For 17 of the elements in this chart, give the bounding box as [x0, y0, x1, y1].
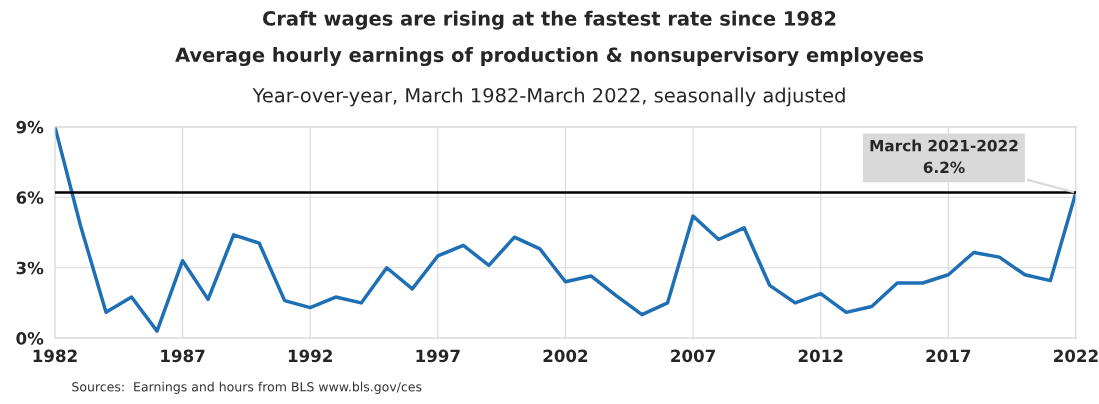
y-tick-label: 6%: [16, 191, 44, 204]
x-tick-label: 1992: [288, 349, 332, 363]
source-note: Sources: Earnings and hours from BLS www.bls.gov/ces: [72, 381, 422, 394]
x-tick-label: 1997: [416, 349, 460, 363]
x-tick-label: 2012: [798, 349, 843, 363]
y-tick-label: 3%: [16, 261, 44, 275]
x-tick-label: 2017: [926, 349, 971, 363]
x-tick-label: 1982: [33, 349, 77, 363]
x-tick-label: 2002: [543, 349, 588, 363]
chart-subtitle: Average hourly earnings of production & nonsupervisory employees Year-over-year, March 1982-March 2022, seasonally adjusted: [175, 47, 924, 107]
y-tick-label: 0%: [16, 332, 44, 345]
x-tick-label: 1987: [161, 349, 205, 363]
x-tick-label: 2022: [1054, 349, 1098, 363]
annotation: March 2021-2022 6.2%: [870, 139, 1018, 174]
y-tick-label: 9%: [16, 120, 44, 134]
chart-title: Craft wages are rising at the fastest rate since 1982: [263, 10, 836, 30]
x-tick-label: 2007: [671, 349, 715, 363]
